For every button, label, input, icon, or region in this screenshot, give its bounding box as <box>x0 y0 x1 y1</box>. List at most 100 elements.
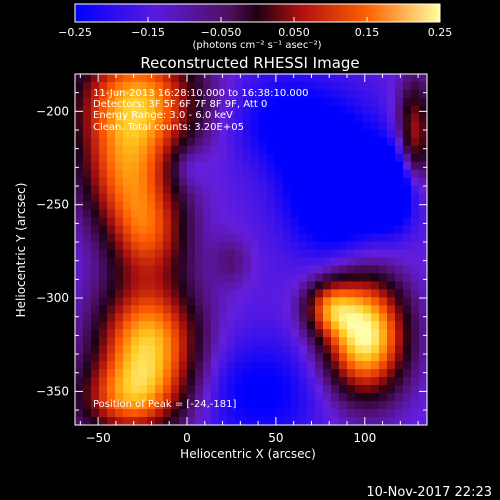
heatmap-cell <box>211 161 220 171</box>
heatmap-cell <box>331 345 340 354</box>
heatmap-cell <box>243 385 252 394</box>
heatmap-cell <box>307 217 316 227</box>
heatmap-cell <box>147 313 156 322</box>
heatmap-cell <box>75 265 84 275</box>
heatmap-cell <box>235 353 244 362</box>
heatmap-cell <box>155 153 164 163</box>
heatmap-cell <box>179 329 188 338</box>
heatmap-cell <box>187 137 196 147</box>
heatmap-cell <box>395 74 404 83</box>
heatmap-cell <box>211 137 220 147</box>
heatmap-cell <box>115 209 124 219</box>
heatmap-cell <box>355 177 364 187</box>
heatmap-cell <box>355 74 364 83</box>
heatmap-cell <box>147 241 156 251</box>
heatmap-cell <box>403 185 412 195</box>
heatmap-cell <box>251 105 260 115</box>
heatmap-cell <box>131 401 140 410</box>
heatmap-cell <box>323 225 332 235</box>
heatmap-cell <box>299 305 308 314</box>
heatmap-cell <box>315 369 324 378</box>
heatmap-cell <box>347 241 356 251</box>
heatmap-cell <box>411 401 420 410</box>
heatmap-cell <box>315 281 324 290</box>
heatmap-cell <box>355 209 364 219</box>
x-tick-label: −50 <box>85 431 110 445</box>
heatmap-cell <box>355 377 364 386</box>
heatmap-cell <box>395 305 404 314</box>
heatmap-cell <box>371 369 380 378</box>
heatmap-cell <box>155 385 164 394</box>
heatmap-cell <box>107 161 116 171</box>
heatmap-cell <box>275 353 284 362</box>
heatmap-cell <box>251 137 260 147</box>
heatmap-cell <box>139 89 148 99</box>
heatmap-cell <box>259 209 268 219</box>
heatmap-cell <box>403 153 412 163</box>
heatmap-cell <box>299 329 308 338</box>
heatmap-cell <box>395 233 404 243</box>
heatmap-cell <box>347 329 356 338</box>
heatmap-cell <box>155 265 164 275</box>
heatmap-cell <box>419 201 428 211</box>
heatmap-cell <box>131 393 140 402</box>
y-tick-label: −350 <box>36 384 69 398</box>
heatmap-cell <box>123 345 132 354</box>
heatmap-cell <box>235 265 244 275</box>
heatmap-cell <box>203 273 212 283</box>
heatmap-cell <box>91 321 100 330</box>
heatmap-cell <box>323 329 332 338</box>
heatmap-cell <box>403 241 412 251</box>
heatmap-cell <box>315 153 324 163</box>
heatmap-cell <box>75 385 84 394</box>
heatmap-cell <box>419 265 428 275</box>
heatmap-cell <box>339 241 348 251</box>
heatmap-cell <box>107 401 116 410</box>
heatmap-cell <box>395 185 404 195</box>
heatmap-cell <box>155 217 164 227</box>
heatmap-cell <box>75 145 84 155</box>
heatmap-cell <box>307 305 316 314</box>
heatmap-cell <box>203 121 212 131</box>
heatmap-cell <box>83 97 92 107</box>
heatmap-cell <box>211 265 220 275</box>
heatmap-cell <box>387 377 396 386</box>
heatmap-cell <box>387 201 396 211</box>
heatmap-cell <box>315 289 324 298</box>
heatmap-cell <box>227 145 236 155</box>
heatmap-cell <box>163 249 172 259</box>
heatmap-cell <box>371 249 380 259</box>
heatmap-cell <box>251 129 260 139</box>
heatmap-cell <box>211 185 220 195</box>
heatmap-cell <box>123 145 132 155</box>
heatmap-cell <box>251 361 260 370</box>
heatmap-cell <box>275 74 284 83</box>
heatmap-cell <box>331 361 340 370</box>
heatmap-cell <box>395 217 404 227</box>
heatmap-cell <box>75 201 84 211</box>
heatmap-cell <box>347 353 356 362</box>
heatmap-cell <box>187 313 196 322</box>
heatmap-cell <box>347 281 356 290</box>
heatmap-cell <box>227 105 236 115</box>
heatmap-cell <box>203 241 212 251</box>
heatmap-cell <box>323 417 332 426</box>
heatmap-cell <box>283 177 292 187</box>
heatmap-cell <box>187 241 196 251</box>
heatmap-cell <box>363 393 372 402</box>
heatmap-cell <box>259 145 268 155</box>
heatmap-cell <box>99 305 108 314</box>
heatmap-cell <box>251 281 260 290</box>
heatmap-cell <box>243 105 252 115</box>
heatmap-cell <box>211 273 220 283</box>
heatmap-cell <box>339 233 348 243</box>
heatmap-cell <box>395 321 404 330</box>
heatmap-cell <box>75 217 84 227</box>
heatmap-cell <box>403 81 412 91</box>
heatmap-cell <box>91 225 100 235</box>
heatmap-cell <box>91 161 100 171</box>
heatmap-cell <box>363 177 372 187</box>
heatmap-cell <box>259 385 268 394</box>
heatmap-cell <box>339 417 348 426</box>
heatmap-cell <box>267 249 276 259</box>
